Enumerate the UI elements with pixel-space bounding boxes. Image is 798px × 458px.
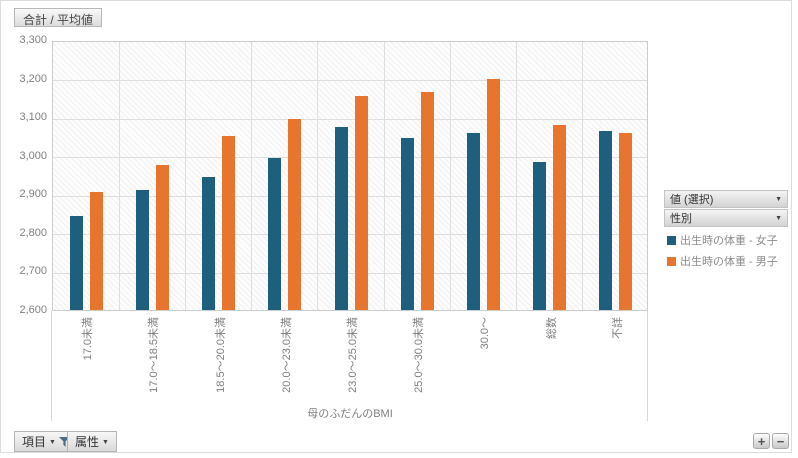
- chevron-down-icon: ▼: [49, 439, 56, 446]
- zoom-in-button[interactable]: +: [753, 433, 770, 449]
- x-tick: 17.0～18.5未満: [145, 316, 221, 393]
- v-gridline: [317, 42, 319, 310]
- x-tick: 17.0未満: [79, 316, 122, 360]
- plot-area: [52, 41, 648, 311]
- h-gridline: [53, 195, 647, 197]
- x-tick-label: 25.0～30.0未満: [413, 317, 426, 393]
- bar-出生時の体重 - 女子-25.0～30.0未満[interactable]: [400, 138, 414, 310]
- bar-出生時の体重 - 女子-30.0～[interactable]: [466, 132, 480, 310]
- v-gridline: [118, 42, 120, 310]
- bar-出生時の体重 - 男子-不詳[interactable]: [619, 132, 633, 310]
- legend-label: 出生時の体重 - 女子: [680, 235, 778, 247]
- v-gridline: [449, 42, 451, 310]
- x-tick: 18.5～20.0未満: [212, 316, 288, 393]
- y-tick-label: 2,700: [19, 265, 47, 278]
- series-field-dropdown[interactable]: 性別 ▼: [664, 209, 788, 227]
- bar-出生時の体重 - 女子-17.0～18.5未満[interactable]: [135, 190, 149, 310]
- bar-出生時の体重 - 男子-23.0～25.0未満[interactable]: [354, 95, 368, 310]
- v-gridline: [251, 42, 253, 310]
- x-tick-label: 17.0～18.5未満: [148, 317, 161, 393]
- bar-出生時の体重 - 男子-30.0～[interactable]: [486, 78, 500, 310]
- legend-label: 出生時の体重 - 男子: [680, 256, 778, 268]
- x-tick-label: 18.5～20.0未満: [214, 317, 227, 393]
- legend-swatch-icon: [667, 235, 676, 245]
- x-axis-right-tick: [647, 311, 648, 421]
- bar-出生時の体重 - 男子-25.0～30.0未満[interactable]: [420, 92, 434, 310]
- x-tick: 総数: [543, 316, 565, 339]
- bar-出生時の体重 - 女子-総数[interactable]: [533, 161, 547, 310]
- x-tick: 25.0～30.0未満: [410, 316, 486, 393]
- chevron-down-icon: ▼: [775, 195, 782, 203]
- bar-出生時の体重 - 女子-23.0～25.0未満[interactable]: [334, 126, 348, 310]
- x-tick-label: 30.0～: [479, 317, 492, 350]
- y-tick-label: 3,200: [19, 72, 47, 85]
- x-tick-label: 23.0～25.0未満: [347, 317, 359, 393]
- bar-出生時の体重 - 女子-18.5～20.0未満[interactable]: [202, 176, 216, 310]
- h-gridline: [53, 272, 647, 274]
- summary-mode-button[interactable]: 合計 / 平均値: [14, 8, 103, 27]
- chevron-down-icon: ▼: [102, 439, 109, 446]
- bar-出生時の体重 - 男子-20.0～23.0未満[interactable]: [288, 119, 302, 310]
- legend-swatch-icon: [667, 256, 676, 266]
- h-gridline: [53, 80, 647, 82]
- h-gridline: [53, 234, 647, 236]
- y-tick-label: 3,100: [19, 111, 47, 124]
- h-gridline: [53, 118, 647, 120]
- x-tick: 不詳: [609, 316, 631, 339]
- series-field-label: 性別: [670, 213, 692, 225]
- chevron-down-icon: ▼: [775, 214, 782, 222]
- y-tick-label: 3,000: [19, 149, 47, 162]
- y-tick-label: 2,900: [19, 188, 47, 201]
- bar-出生時の体重 - 男子-17.0未満[interactable]: [89, 192, 103, 310]
- x-tick: 23.0～25.0未満: [344, 316, 420, 393]
- h-gridline: [53, 157, 647, 159]
- item-filter-button[interactable]: 項目 ▼: [14, 431, 78, 452]
- value-select-dropdown[interactable]: 値 (選択) ▼: [664, 190, 788, 208]
- v-gridline: [184, 42, 186, 310]
- bar-出生時の体重 - 女子-不詳[interactable]: [599, 130, 613, 310]
- x-tick-label: 20.0～23.0未満: [280, 317, 293, 393]
- x-tick-label: 総数: [545, 317, 558, 339]
- value-select-label: 値 (選択): [670, 194, 714, 206]
- x-tick-label: 17.0未満: [82, 317, 95, 361]
- bar-出生時の体重 - 女子-17.0未満[interactable]: [69, 215, 83, 310]
- legend-item[interactable]: 出生時の体重 - 女子: [667, 233, 778, 247]
- y-tick-label: 3,300: [19, 34, 47, 46]
- zoom-out-button[interactable]: −: [772, 433, 789, 449]
- x-axis-title: 母のふだんのBMI: [307, 408, 393, 420]
- x-axis-left-tick: [51, 311, 52, 421]
- bar-出生時の体重 - 男子-総数[interactable]: [553, 124, 567, 310]
- bar-出生時の体重 - 男子-18.5～20.0未満[interactable]: [222, 136, 236, 310]
- bar-出生時の体重 - 女子-20.0～23.0未満[interactable]: [268, 157, 282, 310]
- attribute-button[interactable]: 属性 ▼: [67, 431, 117, 452]
- x-tick-label: 不詳: [611, 317, 624, 339]
- v-gridline: [383, 42, 385, 310]
- item-filter-label: 項目: [22, 435, 47, 449]
- attribute-label: 属性: [75, 435, 100, 449]
- bar-出生時の体重 - 男子-17.0～18.5未満[interactable]: [155, 165, 169, 310]
- legend-item[interactable]: 出生時の体重 - 男子: [667, 254, 778, 268]
- v-gridline: [516, 42, 518, 310]
- x-tick: 30.0～: [476, 316, 508, 349]
- x-tick: 20.0～23.0未満: [278, 316, 354, 393]
- v-gridline: [582, 42, 584, 310]
- y-tick-label: 2,800: [19, 226, 47, 239]
- y-tick-label: 2,600: [19, 304, 47, 316]
